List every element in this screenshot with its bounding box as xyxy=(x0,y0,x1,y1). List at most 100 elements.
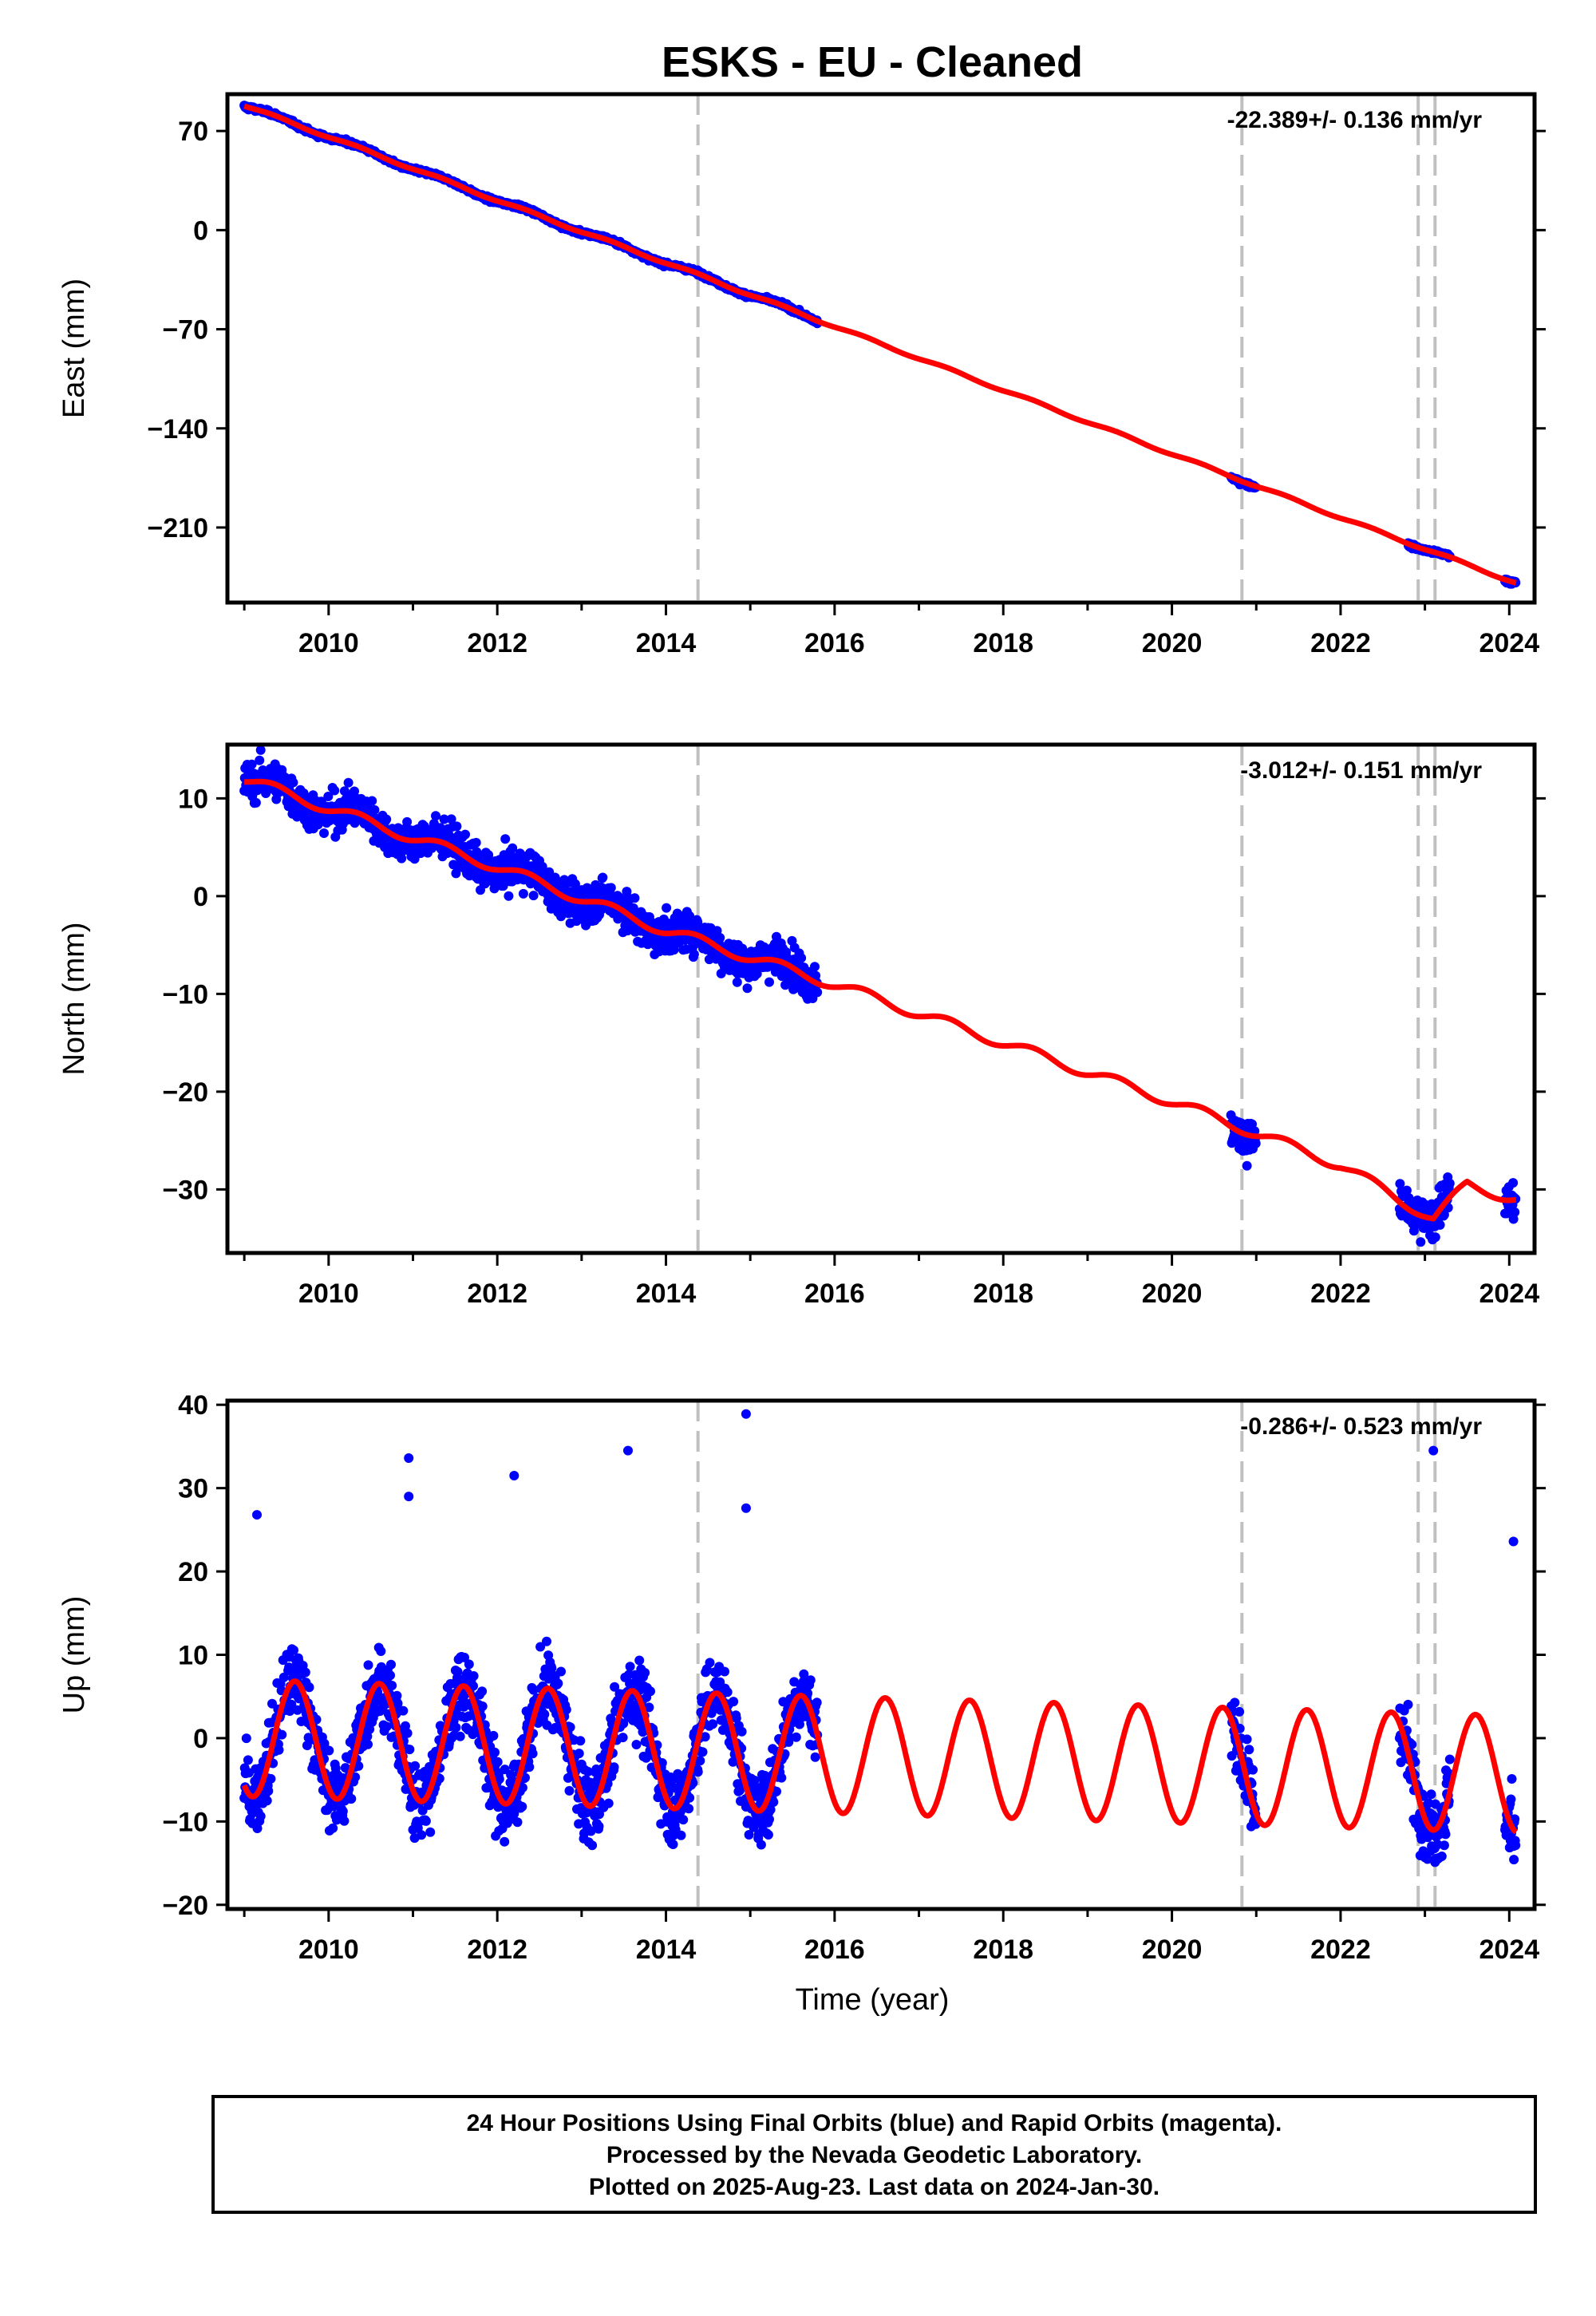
data-point xyxy=(598,872,608,883)
data-point xyxy=(1426,1789,1436,1800)
data-point xyxy=(452,821,462,832)
data-point xyxy=(455,1731,465,1741)
data-point xyxy=(722,1687,733,1697)
data-point xyxy=(812,1697,822,1708)
data-point xyxy=(251,797,261,808)
x-tick-label: 2014 xyxy=(636,1935,697,1965)
data-point xyxy=(575,1736,586,1746)
data-point xyxy=(630,893,640,903)
y-tick-label: 30 xyxy=(178,1474,208,1504)
data-point xyxy=(1507,1774,1517,1784)
data-point xyxy=(603,1798,614,1808)
footer-line-2: Processed by the Nevada Geodetic Laborat… xyxy=(606,2142,1143,2168)
data-point xyxy=(417,1830,427,1840)
outlier-point xyxy=(404,1492,414,1502)
x-tick-label: 2018 xyxy=(973,1279,1033,1309)
data-point xyxy=(634,1655,645,1666)
data-point xyxy=(386,1659,396,1670)
rate-annotation: -22.389+/- 0.136 mm/yr xyxy=(1227,107,1483,133)
data-point xyxy=(1242,1734,1252,1745)
data-point xyxy=(339,1816,350,1826)
x-tick-label: 2010 xyxy=(298,1935,359,1965)
footer-box: 24 Hour Positions Using Final Orbits (bl… xyxy=(211,2095,1537,2214)
data-point xyxy=(542,1636,551,1646)
data-point xyxy=(708,1719,718,1729)
data-point xyxy=(1248,1765,1258,1775)
data-point xyxy=(500,834,511,844)
data-point xyxy=(812,987,823,998)
data-point xyxy=(410,1761,421,1771)
data-point xyxy=(705,1658,715,1668)
data-point xyxy=(676,1830,686,1840)
y-tick-label: 70 xyxy=(178,117,208,147)
data-point xyxy=(1436,1852,1447,1861)
data-point xyxy=(662,903,672,913)
y-tick-label: −10 xyxy=(162,1807,208,1837)
data-point xyxy=(338,1806,348,1816)
data-point xyxy=(262,1796,272,1806)
data-point xyxy=(421,1816,431,1826)
data-point xyxy=(330,785,340,796)
data-point xyxy=(720,1666,729,1677)
data-point xyxy=(512,1817,523,1828)
x-tick-label: 2016 xyxy=(804,1935,865,1965)
data-point xyxy=(477,1701,488,1711)
data-point xyxy=(328,1823,338,1833)
x-tick-label: 2012 xyxy=(467,1935,527,1965)
x-tick-label: 2022 xyxy=(1310,628,1371,658)
data-point xyxy=(376,1646,386,1656)
data-point xyxy=(764,977,774,987)
data-point xyxy=(471,837,481,848)
outlier-point xyxy=(509,1470,519,1480)
data-point xyxy=(1509,1855,1519,1865)
data-point xyxy=(556,1666,566,1677)
data-point xyxy=(343,777,354,788)
x-tick-label: 2014 xyxy=(636,628,697,658)
data-point xyxy=(618,1733,628,1743)
data-point xyxy=(367,796,377,806)
y-tick-label: 0 xyxy=(193,882,208,912)
y-tick-label: −10 xyxy=(162,979,208,1010)
data-point xyxy=(255,1811,266,1821)
data-point xyxy=(477,1686,488,1697)
x-axis-label: Time (year) xyxy=(796,1983,950,2017)
data-point xyxy=(1440,1829,1451,1840)
data-point xyxy=(732,977,742,987)
y-tick-label: −70 xyxy=(162,315,208,346)
data-point xyxy=(385,1670,395,1681)
x-tick-label: 2022 xyxy=(1310,1935,1371,1965)
x-tick-label: 2018 xyxy=(973,628,1033,658)
x-tick-label: 2020 xyxy=(1142,1935,1203,1965)
y-axis-label: North (mm) xyxy=(57,922,91,1075)
data-point xyxy=(504,891,514,901)
data-point xyxy=(398,1705,409,1716)
data-point xyxy=(387,1681,397,1690)
data-points-up xyxy=(239,1409,1521,1867)
x-tick-label: 2024 xyxy=(1479,628,1539,658)
y-tick-label: 10 xyxy=(178,1641,208,1671)
y-tick-label: −30 xyxy=(162,1175,208,1205)
y-axis-label: Up (mm) xyxy=(57,1596,91,1714)
y-tick-label: −210 xyxy=(147,513,208,543)
data-point xyxy=(1506,1794,1516,1804)
data-point xyxy=(553,1678,563,1689)
data-point xyxy=(756,1840,766,1850)
data-point xyxy=(488,1730,499,1741)
data-point xyxy=(763,1830,773,1840)
data-point xyxy=(518,888,528,899)
footer-line-3: Plotted on 2025-Aug-23. Last data on 202… xyxy=(588,2174,1160,2200)
x-tick-label: 2010 xyxy=(298,628,359,658)
data-point xyxy=(539,1709,550,1720)
data-point xyxy=(274,1745,284,1755)
data-point xyxy=(524,1762,535,1773)
data-point xyxy=(574,1749,584,1759)
x-tick-label: 2016 xyxy=(804,1279,865,1309)
data-point xyxy=(363,1660,373,1670)
data-point xyxy=(764,1814,774,1824)
x-tick-label: 2014 xyxy=(636,1279,697,1309)
data-point xyxy=(1508,1178,1519,1188)
data-point xyxy=(631,1740,642,1749)
data-point xyxy=(346,1793,357,1804)
